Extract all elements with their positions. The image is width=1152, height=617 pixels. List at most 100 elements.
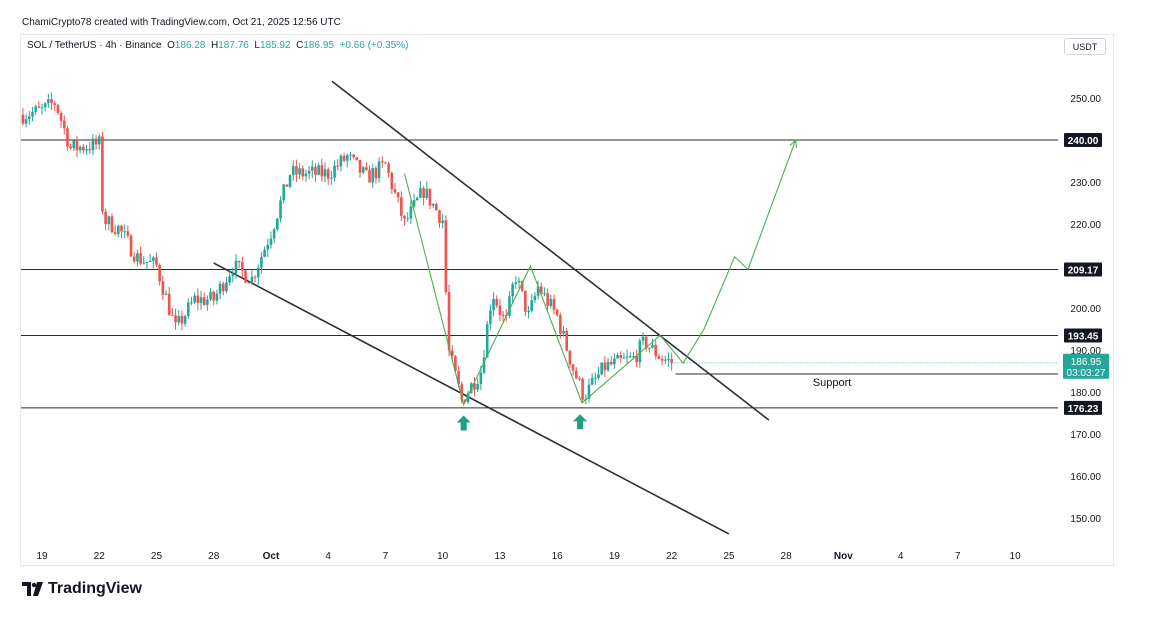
candle-body bbox=[301, 168, 305, 177]
candle-body bbox=[447, 291, 451, 351]
candle-body bbox=[444, 220, 448, 292]
candle-body bbox=[256, 267, 260, 278]
candle-body bbox=[148, 260, 152, 262]
x-tick-label: 28 bbox=[781, 551, 793, 562]
candle-body bbox=[21, 114, 25, 124]
candle-body bbox=[349, 154, 352, 156]
candle-body bbox=[508, 296, 511, 316]
candle-body bbox=[632, 356, 635, 358]
candle-body bbox=[320, 165, 324, 177]
price-axis: 250.00240.00230.00220.00210.00200.00190.… bbox=[671, 94, 1109, 525]
candle-body bbox=[641, 336, 645, 341]
candle-body bbox=[171, 314, 174, 316]
candle-body bbox=[31, 111, 34, 117]
candle-body bbox=[161, 281, 165, 295]
candle-body bbox=[304, 173, 308, 177]
current-price-label: 186.95 bbox=[1071, 357, 1102, 368]
candle-body bbox=[555, 309, 559, 316]
candle-body bbox=[568, 350, 572, 365]
x-tick-label: 25 bbox=[151, 551, 163, 562]
candle-body bbox=[345, 155, 349, 161]
current-price-badge bbox=[1063, 353, 1109, 379]
candle-body bbox=[82, 146, 85, 151]
x-tick-label: 25 bbox=[723, 551, 735, 562]
candle-body bbox=[326, 169, 330, 179]
candle-body bbox=[139, 253, 142, 264]
candle-body bbox=[72, 140, 76, 149]
candle-body bbox=[565, 330, 568, 351]
candle-body bbox=[361, 167, 365, 173]
candle-body bbox=[511, 284, 514, 297]
candle-body bbox=[104, 211, 107, 225]
candle-body bbox=[126, 231, 130, 236]
countdown-label: 03:03:27 bbox=[1067, 368, 1106, 379]
candle-body bbox=[50, 99, 53, 104]
candle-body bbox=[110, 216, 114, 233]
candle-body bbox=[158, 264, 161, 282]
candle-body bbox=[419, 188, 422, 198]
candle-body bbox=[295, 166, 298, 175]
candle-body bbox=[492, 298, 495, 311]
candle-body bbox=[336, 165, 340, 167]
candle-body bbox=[88, 149, 91, 151]
candle-body bbox=[266, 244, 270, 250]
candle-body bbox=[616, 355, 619, 359]
candle-body bbox=[562, 330, 565, 334]
level-price-badge bbox=[1064, 328, 1102, 343]
candlesticks bbox=[21, 92, 673, 404]
candle-body bbox=[269, 238, 273, 245]
candle-body bbox=[352, 154, 355, 158]
candle-body bbox=[517, 280, 521, 283]
candle-body bbox=[314, 166, 317, 175]
level-price-badge bbox=[1064, 262, 1102, 277]
time-axis: 19 22 25 28 Oct 4 7 10 13 16 19 22 25 28 Nov 4 7 10 bbox=[36, 551, 1021, 562]
low-value: 185.92 bbox=[259, 40, 291, 51]
candle-body bbox=[438, 210, 441, 223]
candle-body bbox=[234, 260, 238, 274]
candle-body bbox=[129, 235, 133, 257]
candle-body bbox=[663, 359, 667, 361]
candle-body bbox=[174, 315, 177, 323]
candle-body bbox=[400, 197, 403, 216]
candle-body bbox=[62, 120, 66, 129]
level-price-label: 240.00 bbox=[1068, 136, 1099, 147]
candle-body bbox=[66, 128, 69, 147]
candle-body bbox=[667, 359, 670, 361]
candle-body bbox=[244, 270, 247, 283]
candle-body bbox=[412, 200, 416, 207]
candle-body bbox=[37, 106, 41, 108]
candle-body bbox=[247, 282, 250, 284]
candle-body bbox=[34, 106, 37, 112]
candle-body bbox=[107, 216, 111, 225]
candle-body bbox=[330, 177, 333, 179]
candle-body bbox=[543, 293, 546, 295]
currency-button[interactable]: USDT bbox=[1064, 38, 1106, 55]
candle-body bbox=[409, 206, 413, 219]
candle-body bbox=[339, 155, 343, 167]
y-tick-label: 200.00 bbox=[1070, 304, 1101, 315]
candle-body bbox=[425, 188, 429, 198]
candle-body bbox=[377, 161, 381, 179]
candle-body bbox=[272, 229, 276, 239]
candle-body bbox=[355, 157, 359, 160]
level-price-badge bbox=[1064, 400, 1102, 415]
candle-body bbox=[155, 257, 158, 265]
high-label: H bbox=[211, 40, 219, 51]
x-tick-label: 4 bbox=[898, 551, 904, 562]
candle-body bbox=[489, 310, 492, 325]
candle-body bbox=[43, 103, 47, 108]
candle-body bbox=[374, 168, 378, 179]
candle-body bbox=[495, 298, 499, 306]
candle-body bbox=[228, 276, 231, 283]
candle-body bbox=[47, 99, 50, 104]
candle-body bbox=[454, 356, 457, 372]
y-tick-label: 160.00 bbox=[1070, 472, 1101, 483]
candle-body bbox=[298, 168, 301, 175]
candle-body bbox=[482, 357, 486, 373]
candle-body bbox=[279, 200, 282, 219]
candle-body bbox=[40, 107, 44, 109]
candle-body bbox=[422, 188, 425, 198]
candle-body bbox=[606, 361, 610, 371]
horizontal-levels: Support bbox=[21, 139, 1058, 409]
